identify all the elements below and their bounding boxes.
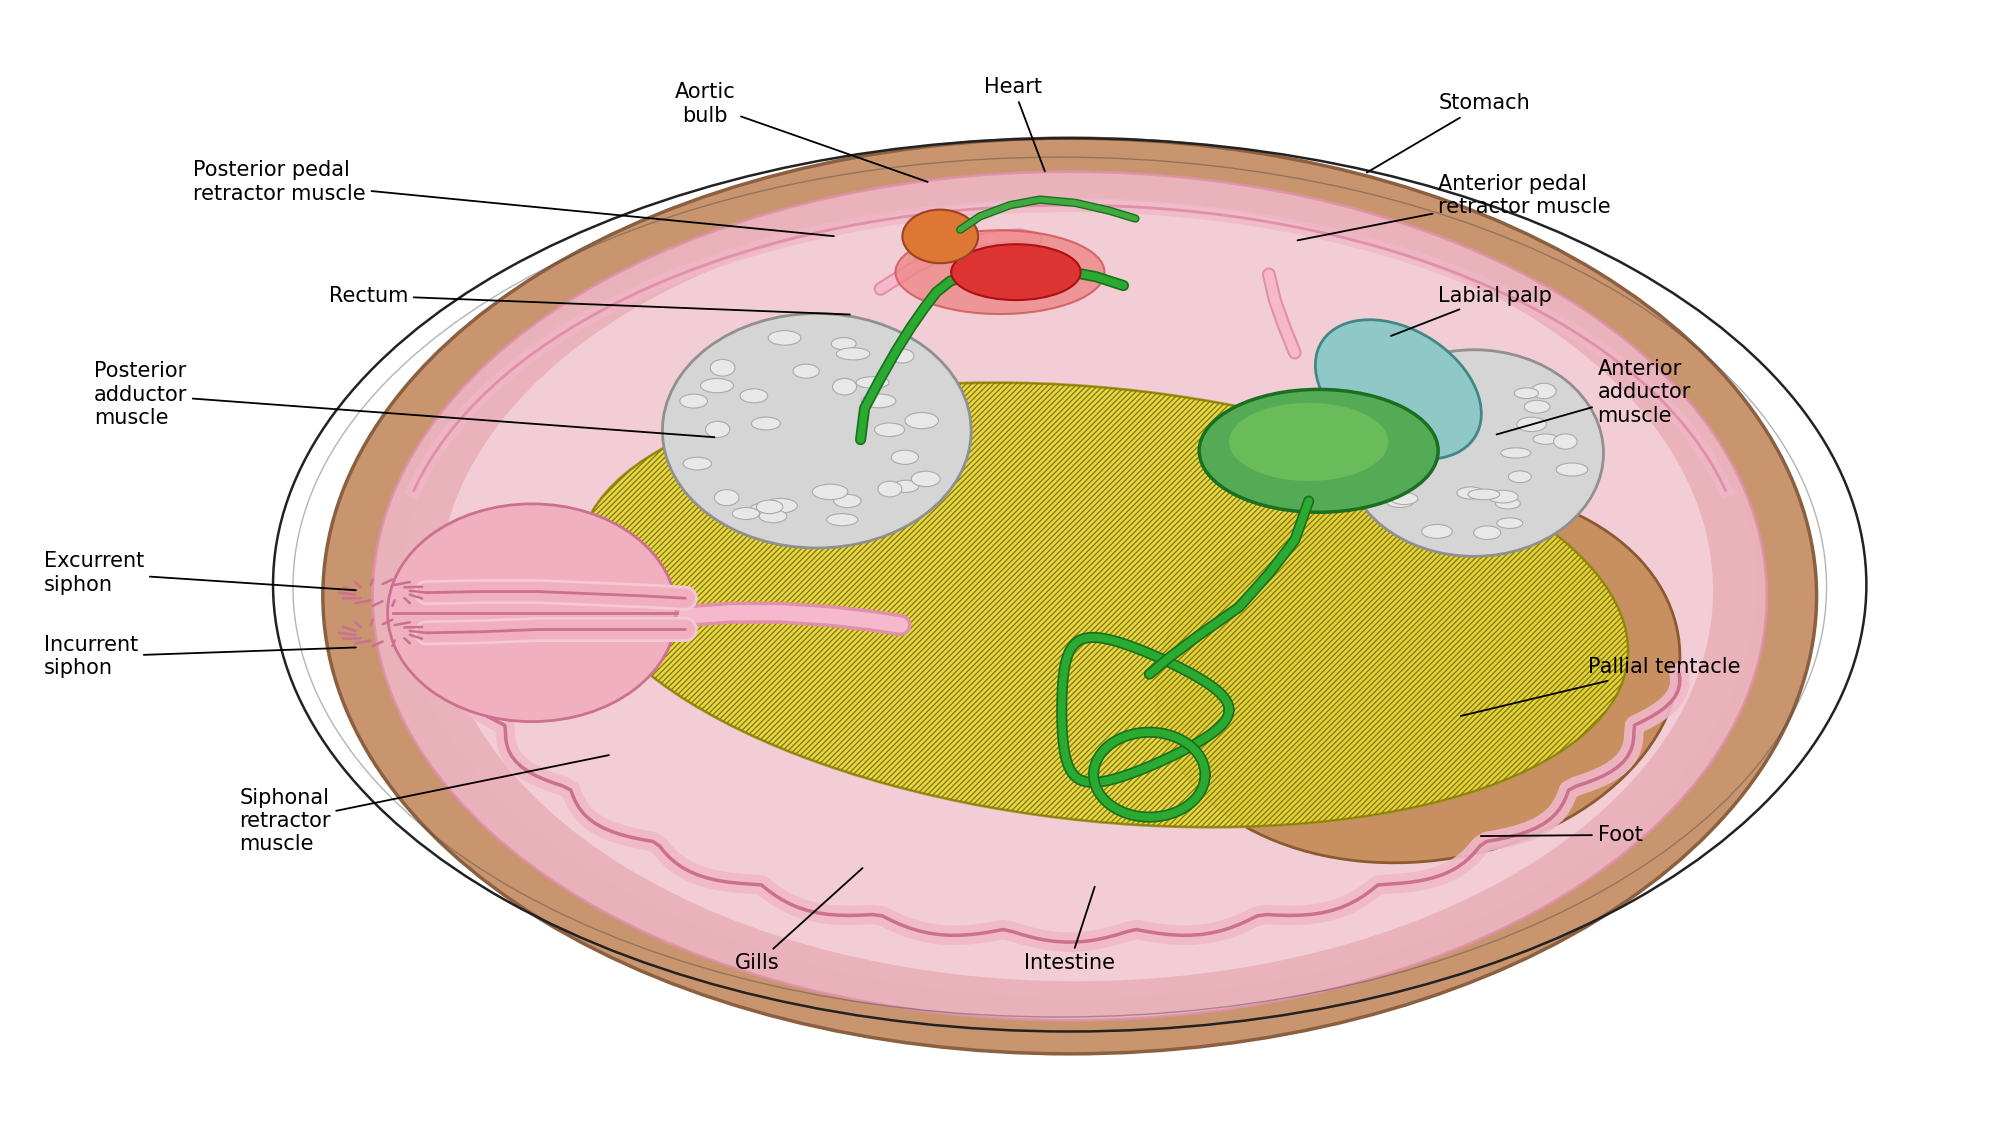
Ellipse shape — [402, 172, 1756, 998]
Ellipse shape — [1388, 450, 1416, 462]
Ellipse shape — [750, 503, 782, 516]
Ellipse shape — [680, 394, 708, 408]
Ellipse shape — [904, 413, 938, 429]
Ellipse shape — [764, 498, 798, 513]
Ellipse shape — [792, 364, 820, 378]
Text: Anterior pedal
retractor muscle: Anterior pedal retractor muscle — [1298, 174, 1610, 241]
Ellipse shape — [1448, 407, 1478, 417]
Ellipse shape — [438, 199, 1714, 981]
Ellipse shape — [952, 244, 1080, 300]
Ellipse shape — [1468, 489, 1500, 500]
Ellipse shape — [768, 331, 800, 345]
Ellipse shape — [892, 480, 918, 493]
Ellipse shape — [878, 482, 902, 497]
Text: Incurrent
siphon: Incurrent siphon — [44, 636, 356, 678]
Ellipse shape — [1316, 319, 1482, 459]
Ellipse shape — [706, 422, 730, 438]
Ellipse shape — [874, 423, 904, 436]
Ellipse shape — [1474, 525, 1500, 540]
Ellipse shape — [578, 382, 1628, 827]
Ellipse shape — [1524, 400, 1550, 413]
Text: Foot: Foot — [1480, 825, 1642, 845]
Ellipse shape — [1386, 497, 1414, 507]
Ellipse shape — [740, 389, 768, 403]
Ellipse shape — [1516, 417, 1546, 432]
Ellipse shape — [862, 394, 896, 407]
Ellipse shape — [1420, 407, 1450, 417]
Text: Intestine: Intestine — [1024, 886, 1116, 973]
Ellipse shape — [896, 231, 1104, 314]
Text: Siphonal
retractor
muscle: Siphonal retractor muscle — [240, 755, 608, 855]
Ellipse shape — [834, 494, 862, 507]
Ellipse shape — [1418, 389, 1448, 400]
Ellipse shape — [1488, 490, 1518, 503]
Ellipse shape — [1226, 530, 1590, 796]
Ellipse shape — [710, 359, 736, 376]
Text: Heart: Heart — [984, 76, 1044, 171]
Ellipse shape — [1500, 448, 1530, 458]
Ellipse shape — [856, 377, 890, 388]
Text: Excurrent
siphon: Excurrent siphon — [44, 551, 356, 594]
Ellipse shape — [760, 510, 786, 523]
Ellipse shape — [1376, 388, 1400, 402]
Ellipse shape — [684, 457, 712, 470]
Text: Posterior pedal
retractor muscle: Posterior pedal retractor muscle — [194, 161, 834, 236]
Ellipse shape — [756, 501, 782, 514]
Ellipse shape — [1508, 471, 1532, 483]
Ellipse shape — [1422, 524, 1452, 539]
Ellipse shape — [1156, 486, 1680, 863]
Ellipse shape — [892, 450, 918, 465]
Ellipse shape — [1532, 384, 1556, 398]
Ellipse shape — [812, 484, 848, 500]
Ellipse shape — [1390, 493, 1418, 505]
Ellipse shape — [832, 378, 856, 395]
Ellipse shape — [1200, 389, 1438, 512]
Ellipse shape — [1496, 518, 1522, 529]
Ellipse shape — [836, 348, 870, 360]
Ellipse shape — [388, 504, 676, 721]
Text: Rectum: Rectum — [328, 286, 850, 315]
Text: Anterior
adductor
muscle: Anterior adductor muscle — [1496, 359, 1690, 434]
Ellipse shape — [1534, 434, 1558, 444]
Ellipse shape — [700, 378, 734, 393]
Ellipse shape — [322, 138, 1816, 1054]
Text: Posterior
adductor
muscle: Posterior adductor muscle — [94, 361, 714, 438]
Text: Gills: Gills — [734, 868, 862, 973]
Ellipse shape — [714, 489, 738, 505]
Ellipse shape — [1442, 418, 1474, 432]
Ellipse shape — [1456, 487, 1484, 500]
Ellipse shape — [752, 417, 780, 430]
Ellipse shape — [1554, 434, 1578, 449]
Ellipse shape — [1398, 369, 1428, 384]
Ellipse shape — [1496, 498, 1520, 508]
Ellipse shape — [1514, 388, 1538, 398]
Text: Stomach: Stomach — [1366, 93, 1530, 172]
Ellipse shape — [662, 314, 972, 548]
Ellipse shape — [826, 514, 858, 525]
Text: Pallial tentacle: Pallial tentacle — [1460, 657, 1740, 716]
Ellipse shape — [912, 471, 940, 487]
Ellipse shape — [902, 209, 978, 263]
Text: Aortic
bulb: Aortic bulb — [674, 82, 928, 182]
Ellipse shape — [372, 172, 1766, 1020]
Ellipse shape — [1344, 350, 1604, 557]
Text: Labial palp: Labial palp — [1390, 286, 1552, 336]
Ellipse shape — [890, 349, 914, 363]
Ellipse shape — [1230, 403, 1388, 482]
Ellipse shape — [1556, 464, 1588, 476]
Ellipse shape — [832, 338, 856, 350]
Ellipse shape — [732, 507, 760, 520]
